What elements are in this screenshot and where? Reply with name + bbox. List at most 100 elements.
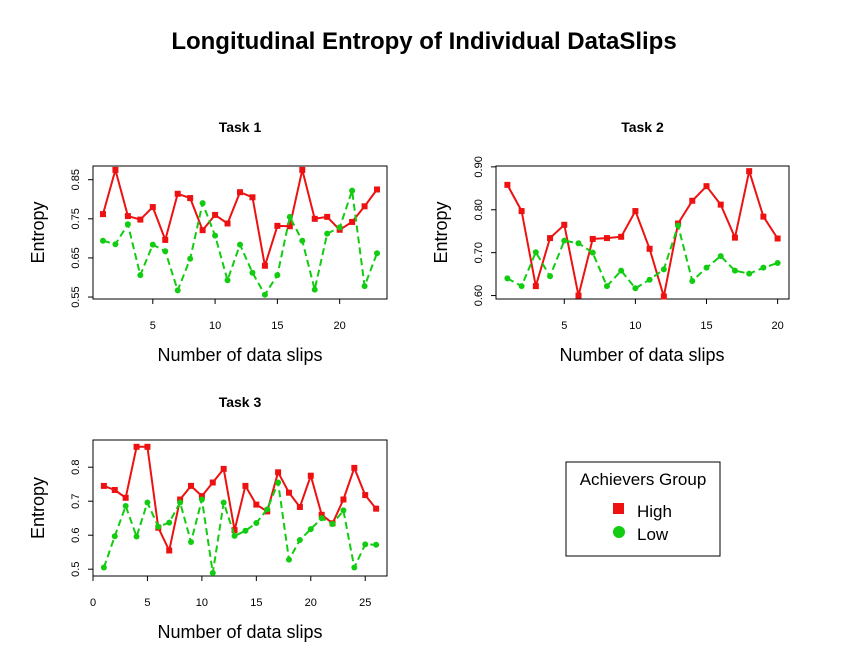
x-tick-label: 25 xyxy=(359,597,371,609)
data-point-low xyxy=(547,273,554,280)
data-point-high xyxy=(618,233,625,240)
series-high xyxy=(100,443,380,554)
data-point-low xyxy=(224,277,231,284)
data-point-low xyxy=(518,283,525,290)
data-point-low xyxy=(618,267,625,274)
data-point-low xyxy=(212,232,219,239)
legend-marker-high xyxy=(613,503,624,514)
data-point-high xyxy=(532,283,539,290)
y-tick-label: 0.80 xyxy=(473,199,485,220)
data-point-high xyxy=(504,181,511,188)
series-high xyxy=(99,166,381,269)
data-point-low xyxy=(504,275,511,282)
legend-box xyxy=(565,461,721,557)
data-point-low xyxy=(296,536,303,543)
panel-task-2: Task 2 5 10 15 20 0.60 0.70 0.80 0.90 Number of d… xyxy=(431,119,790,365)
data-point-high xyxy=(187,195,194,202)
data-point-high xyxy=(274,222,281,229)
data-point-high xyxy=(374,186,381,193)
y-axis-label: Entropy xyxy=(431,201,451,263)
x-tick-label: 0 xyxy=(90,597,96,609)
data-point-high xyxy=(212,211,219,218)
plot-frame xyxy=(92,439,388,577)
legend-label-low: Low xyxy=(637,525,669,544)
data-point-low xyxy=(324,230,331,237)
data-point-high xyxy=(717,201,724,208)
legend-marker-low xyxy=(613,526,625,538)
data-point-low xyxy=(299,237,306,244)
x-tick-label: 5 xyxy=(150,320,156,332)
x-tick-label: 5 xyxy=(561,320,567,332)
data-point-high xyxy=(111,486,118,493)
panel-title: Task 2 xyxy=(621,119,664,135)
data-point-low xyxy=(111,533,118,540)
data-point-high xyxy=(220,465,227,472)
panel-title: Task 3 xyxy=(219,394,262,410)
data-point-high xyxy=(149,204,156,211)
data-point-low xyxy=(632,285,639,292)
data-point-high xyxy=(166,547,173,554)
data-point-low xyxy=(532,249,539,256)
data-point-low xyxy=(675,222,682,229)
data-point-high xyxy=(286,489,292,496)
x-tick-label: 20 xyxy=(305,597,317,609)
x-tick-label: 15 xyxy=(271,320,283,332)
y-tick-label: 0.8 xyxy=(70,460,82,475)
data-point-low xyxy=(177,499,184,506)
data-point-low xyxy=(144,499,151,506)
data-point-low xyxy=(261,291,268,298)
data-point-low xyxy=(188,539,194,545)
data-point-high xyxy=(198,493,205,500)
series-low xyxy=(504,222,781,292)
data-point-low xyxy=(198,496,205,503)
data-point-low xyxy=(351,564,358,571)
data-point-high xyxy=(174,190,181,197)
data-point-low xyxy=(603,283,610,290)
series-line-high xyxy=(103,445,377,552)
data-point-low xyxy=(374,250,381,257)
data-point-low xyxy=(646,276,653,283)
data-point-low xyxy=(124,221,131,228)
series-low xyxy=(100,479,380,576)
data-point-low xyxy=(575,240,582,247)
data-point-low xyxy=(242,527,249,534)
x-axis-label: Number of data slips xyxy=(157,345,322,365)
data-point-high xyxy=(324,213,331,220)
legend-title: Achievers Group xyxy=(580,470,707,489)
series-line-low xyxy=(506,224,778,290)
data-point-low xyxy=(137,272,144,279)
data-point-high xyxy=(318,511,325,518)
data-point-low xyxy=(373,541,380,548)
data-point-low xyxy=(253,519,260,526)
data-point-high xyxy=(242,482,249,489)
series-line-high xyxy=(102,168,378,267)
data-point-low xyxy=(220,499,227,506)
data-point-low xyxy=(275,479,282,486)
y-tick-label: 0.6 xyxy=(70,528,82,543)
data-point-low xyxy=(731,267,738,274)
data-point-high xyxy=(231,527,238,534)
legend: Achievers Group High Low xyxy=(565,461,721,557)
data-point-high xyxy=(547,235,554,242)
plot-frame xyxy=(495,165,790,300)
data-point-high xyxy=(144,443,151,450)
data-point-high xyxy=(299,166,306,173)
data-point-low xyxy=(237,241,243,248)
series-low xyxy=(99,187,381,298)
data-point-high xyxy=(589,235,596,242)
data-point-low xyxy=(774,259,781,266)
data-point-high xyxy=(296,503,303,510)
data-point-low xyxy=(318,515,325,522)
y-axis-label: Entropy xyxy=(28,201,48,263)
x-tick-label: 10 xyxy=(196,597,208,609)
data-point-low xyxy=(336,224,343,231)
panel-task-1: Task 1 5 10 15 20 0.55 0.65 0.75 0.85 Number of d… xyxy=(28,119,388,365)
data-point-high xyxy=(518,208,525,215)
y-tick-label: 0.75 xyxy=(70,208,82,229)
data-point-high xyxy=(349,218,356,225)
data-point-low xyxy=(589,249,596,256)
data-point-high xyxy=(373,505,380,512)
data-point-low xyxy=(155,523,162,530)
data-point-high xyxy=(307,472,314,479)
